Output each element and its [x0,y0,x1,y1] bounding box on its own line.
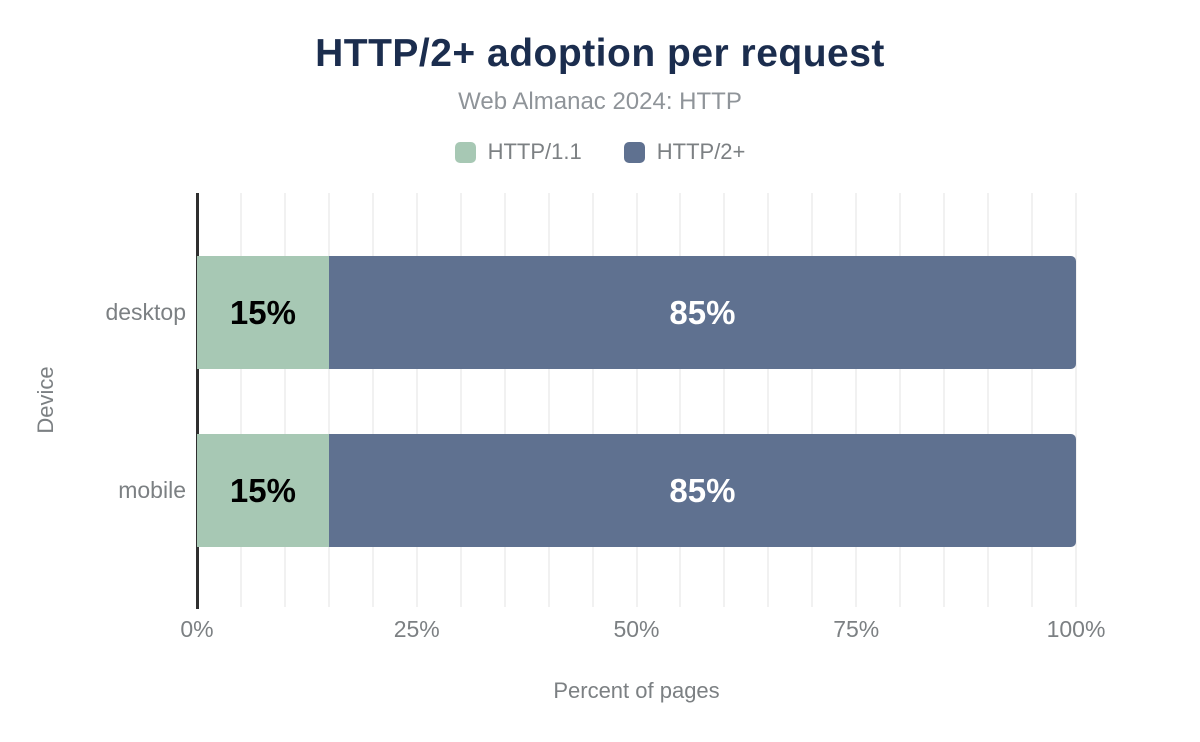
gridline [679,193,682,607]
gridline [899,193,902,607]
category-label-mobile: mobile [118,477,186,503]
x-tick-label: 50% [613,616,660,642]
bar-segment-desktop-http11: 15% [197,256,329,369]
chart-title: HTTP/2+ adoption per request [315,32,885,75]
gridline [943,193,946,607]
gridline [635,193,638,607]
x-axis-title: Percent of pages [553,678,720,703]
gridline [855,193,858,607]
gridline [723,193,726,607]
gridline [459,193,462,607]
bar-value-label: 15% [229,471,296,509]
x-tick-label: 75% [833,616,880,642]
legend-label: HTTP/2+ [656,139,746,164]
legend: HTTP/1.1 HTTP/2+ [0,139,1200,165]
gridline [371,193,374,607]
x-tick-label: 25% [393,616,440,642]
legend-swatch-icon [623,141,645,163]
gridline [415,193,418,607]
bar-row-mobile: 15% 85% [197,434,1076,547]
gridline [239,193,242,607]
bar-row-desktop: 15% 85% [197,256,1076,369]
bar-value-label: 85% [669,471,736,509]
plot-area: 15% 85% 15% 85% [196,193,1077,609]
gridline [503,193,506,607]
gridline [283,193,286,607]
gridline [1031,193,1034,607]
gridline [327,193,330,607]
x-tick-label: 100% [1046,616,1106,642]
gridline [767,193,770,607]
bar-segment-desktop-http2plus: 85% [328,256,1076,369]
legend-swatch-icon [454,141,476,163]
gridline [987,193,990,607]
legend-item-http2plus[interactable]: HTTP/2+ [623,139,746,165]
bar-value-label: 85% [669,293,736,331]
gridline [547,193,550,607]
chart-subtitle: Web Almanac 2024: HTTP [458,88,742,115]
bar-segment-mobile-http11: 15% [197,434,329,547]
gridline [1075,193,1077,607]
legend-label: HTTP/1.1 [487,139,582,164]
x-tick-label: 0% [180,616,214,642]
bar-value-label: 15% [229,293,296,331]
y-axis-title: Device [33,366,58,434]
bar-segment-mobile-http2plus: 85% [328,434,1076,547]
category-label-desktop: desktop [105,299,186,325]
gridline [811,193,814,607]
gridline [591,193,594,607]
legend-item-http11[interactable]: HTTP/1.1 [454,139,582,165]
y-axis-line [196,193,199,609]
